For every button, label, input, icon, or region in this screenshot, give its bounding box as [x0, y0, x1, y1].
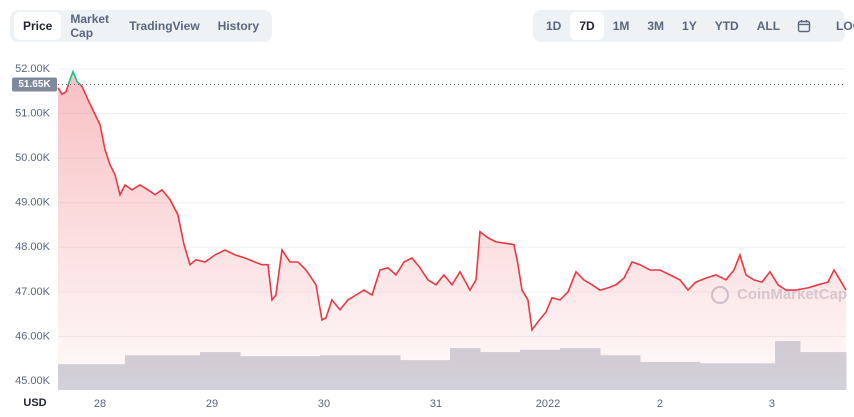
price-area — [58, 71, 846, 390]
tab-button[interactable]: Price — [14, 12, 62, 40]
x-tick-label: 2022 — [536, 398, 560, 410]
range-button[interactable]: 1Y — [682, 19, 697, 33]
y-tick-label: 47.00K — [15, 286, 51, 298]
x-tick-label: 31 — [430, 398, 442, 410]
y-tick-label: 45.00K — [15, 375, 51, 387]
x-tick-label: 28 — [94, 398, 106, 410]
range-button[interactable]: 7D — [570, 12, 604, 40]
tab-button[interactable]: History — [217, 19, 259, 33]
range-group: 1D 7D 1M 3M 1Y YTD ALL LOG — [533, 10, 854, 42]
currency-label: USD — [23, 397, 46, 409]
reference-label: 51.65K — [18, 79, 51, 90]
x-tick-label: 30 — [318, 398, 330, 410]
range-button[interactable]: 1D — [546, 19, 562, 33]
y-tick-label: 52.00K — [15, 63, 51, 75]
tab-button[interactable]: TradingView — [129, 19, 200, 33]
range-button[interactable]: YTD — [714, 19, 739, 33]
range-button[interactable]: 3M — [647, 19, 665, 33]
x-tick-label: 3 — [769, 398, 775, 410]
y-tick-label: 49.00K — [15, 197, 51, 209]
tab-button[interactable]: Market Cap — [70, 12, 110, 40]
price-line — [57, 84, 847, 332]
reference-badge — [12, 77, 57, 92]
y-tick-label: 48.00K — [15, 241, 51, 253]
calendar-icon — [797, 20, 811, 33]
calendar-button[interactable] — [789, 12, 819, 40]
y-tick-label: 46.00K — [15, 330, 51, 342]
range-button[interactable]: 1M — [612, 19, 630, 33]
x-tick-label: 29 — [206, 398, 218, 410]
y-tick-label: 51.00K — [15, 107, 51, 119]
y-tick-label: 50.00K — [15, 152, 51, 164]
tab-group: Price Market Cap TradingView History — [10, 10, 272, 42]
x-tick-label: 2 — [657, 398, 663, 410]
log-toggle[interactable]: LOG — [836, 19, 854, 33]
range-button[interactable]: ALL — [756, 19, 781, 33]
